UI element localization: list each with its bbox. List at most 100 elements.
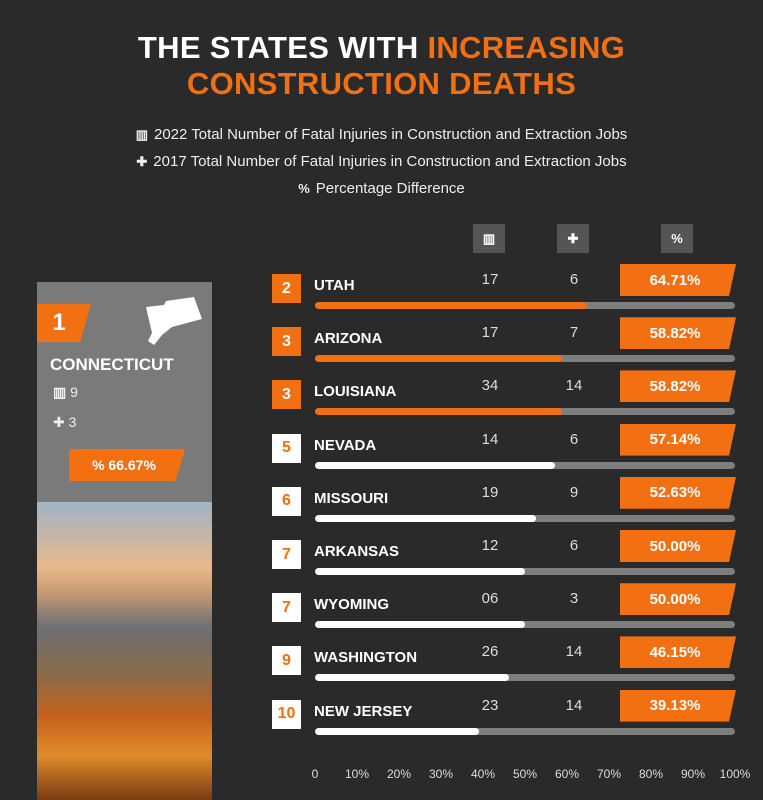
- state-name: NEVADA: [314, 436, 377, 454]
- bar: [315, 408, 563, 416]
- state-name: NEW JERSEY: [314, 702, 413, 720]
- rank-badge: 9: [272, 646, 301, 676]
- column-2022-header: ▥: [473, 224, 505, 253]
- title-line2: CONSTRUCTION DEATHS: [186, 66, 577, 101]
- table-row: 7 ARKANSAS 12 6 50.00%: [272, 530, 742, 584]
- featured-2022: ▥ 9: [53, 384, 78, 401]
- column-percent-header: %: [661, 224, 693, 253]
- percent-label: 58.82%: [620, 370, 736, 403]
- state-name: UTAH: [314, 277, 355, 294]
- percent-label: 50.00%: [620, 583, 736, 616]
- rank-badge: 6: [272, 486, 301, 516]
- x-tick-label: 40%: [470, 767, 496, 781]
- state-name: WASHINGTON: [314, 649, 418, 667]
- column-2017-header: ✚: [557, 224, 589, 253]
- bar-track: [315, 727, 735, 735]
- value-2017: 7: [569, 324, 579, 342]
- legend-text: Percentage Difference: [315, 180, 465, 197]
- x-tick-label: 50%: [512, 767, 538, 781]
- percent-icon: %: [298, 181, 310, 196]
- percent-label: 58.82%: [620, 317, 736, 350]
- value-2022: 14: [481, 430, 499, 448]
- rank-badge: 2: [272, 274, 301, 303]
- rank-badge: 3: [272, 380, 301, 410]
- rank-badge: 5: [272, 433, 301, 463]
- legend-2017: ✚ 2017 Total Number of Fatal Injuries in …: [0, 153, 763, 170]
- featured-2022-value: 9: [70, 384, 78, 400]
- value-2022: 12: [481, 537, 499, 554]
- bar-track: [315, 408, 735, 416]
- bar: [315, 355, 563, 363]
- title-white: THE STATES WITH: [137, 30, 428, 65]
- table-row: 2 UTAH 17 6 64.71%: [272, 264, 742, 318]
- legend-text: 2022 Total Number of Fatal Injuries in C…: [153, 126, 628, 143]
- bar-track: [315, 568, 735, 575]
- value-2017: 6: [569, 271, 579, 288]
- bar-track: [315, 355, 735, 363]
- rank-badge: 7: [272, 540, 301, 569]
- featured-2017-value: 3: [68, 414, 77, 430]
- rank-badge: 10: [272, 699, 301, 729]
- rank-badge: 7: [272, 593, 301, 623]
- bar: [315, 568, 525, 575]
- value-2022: 17: [481, 271, 499, 288]
- featured-rank: 1: [37, 304, 91, 342]
- table-row: 3 LOUISIANA 34 14 58.82%: [272, 370, 742, 424]
- value-2017: 14: [565, 696, 583, 714]
- table-row: 6 MISSOURI 19 9 52.63%: [272, 476, 742, 531]
- city-autumn-photo: [37, 502, 212, 800]
- percent-icon: %: [92, 457, 105, 473]
- bar-track: [315, 302, 735, 309]
- percent-label: 50.00%: [620, 530, 736, 562]
- x-tick-label: 100%: [719, 767, 751, 781]
- medical-kit-icon: ✚: [567, 230, 579, 246]
- value-2017: 6: [569, 430, 579, 448]
- legend-text: 2017 Total Number of Fatal Injuries in C…: [153, 153, 627, 170]
- bar: [315, 621, 525, 629]
- x-tick-label: 80%: [638, 767, 664, 781]
- featured-percent-badge: % 66.67%: [69, 449, 185, 481]
- table-row: 9 WASHINGTON 26 14 46.15%: [272, 636, 742, 690]
- percent-icon: %: [671, 231, 683, 246]
- bar-track: [315, 621, 735, 629]
- state-name: WYOMING: [314, 596, 389, 614]
- state-name: MISSOURI: [314, 489, 389, 507]
- x-tick-label: 60%: [554, 767, 580, 781]
- x-tick-label: 70%: [596, 767, 622, 781]
- medical-kit-icon: ✚: [136, 154, 148, 169]
- x-tick-label: 30%: [428, 767, 454, 781]
- featured-state-name: CONNECTICUT: [50, 355, 174, 374]
- featured-state-panel: 1 CONNECTICUT ▥ 9 ✚ 3 % 66.67%: [37, 282, 212, 800]
- value-2022: 23: [481, 696, 499, 714]
- bar: [315, 727, 480, 735]
- medical-kit-icon: ✚: [53, 414, 65, 430]
- value-2017: 6: [569, 537, 579, 554]
- table-row: 3 ARIZONA 17 7 58.82%: [272, 317, 742, 371]
- percent-label: 52.63%: [620, 476, 736, 509]
- table-row: 5 NEVADA 14 6 57.14%: [272, 423, 742, 478]
- building-icon: ▥: [482, 230, 496, 246]
- value-2017: 14: [565, 377, 583, 395]
- x-tick-label: 90%: [680, 767, 706, 781]
- legend-2022: ▥ 2022 Total Number of Fatal Injuries in …: [0, 126, 763, 143]
- table-row: 10 NEW JERSEY 23 14 39.13%: [272, 689, 742, 744]
- state-name: ARKANSAS: [314, 543, 400, 560]
- value-2022: 34: [481, 377, 499, 395]
- x-tick-label: 20%: [386, 767, 412, 781]
- percent-label: 57.14%: [620, 423, 736, 456]
- x-tick-label: 0: [311, 767, 319, 781]
- bar: [315, 461, 555, 469]
- featured-2017: ✚ 3: [53, 414, 76, 431]
- bar: [315, 514, 537, 522]
- page-title: THE STATES WITH INCREASING CONSTRUCTION …: [0, 30, 763, 102]
- bar-track: [315, 514, 735, 522]
- connecticut-map-icon: [146, 297, 202, 345]
- title-orange: INCREASING: [427, 30, 626, 65]
- value-2022: 26: [481, 643, 499, 661]
- value-2022: 06: [481, 590, 499, 608]
- percent-label: 46.15%: [620, 636, 736, 669]
- bar-track: [315, 461, 735, 469]
- x-tick-label: 10%: [344, 767, 370, 781]
- value-2022: 19: [481, 483, 499, 501]
- table-row: 7 WYOMING 06 3 50.00%: [272, 583, 742, 637]
